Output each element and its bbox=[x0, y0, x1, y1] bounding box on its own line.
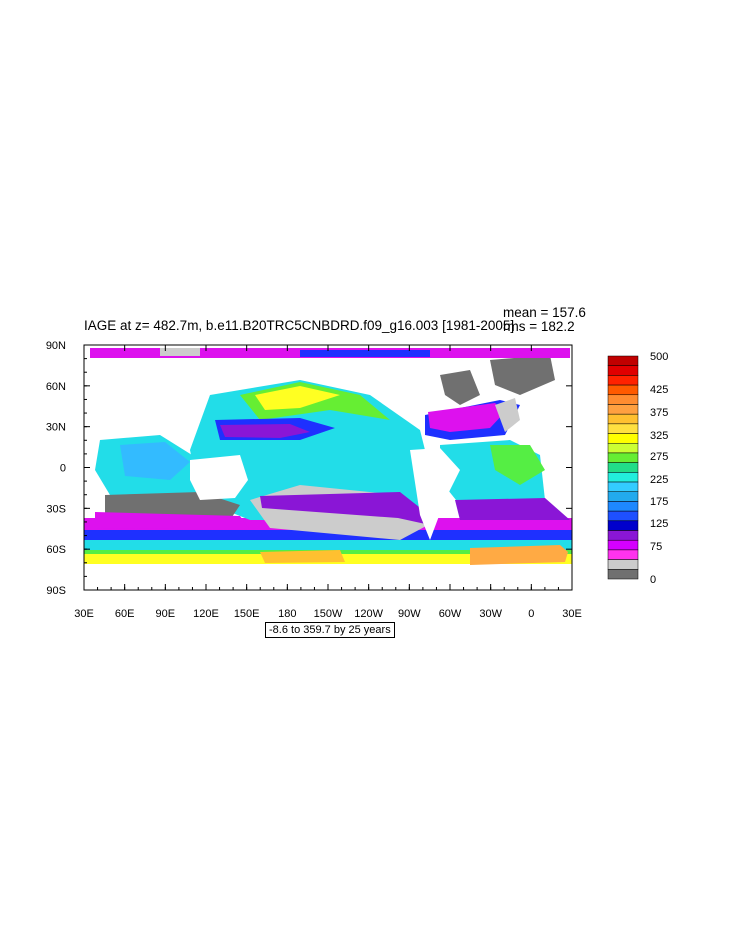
arctic-blue bbox=[300, 350, 430, 357]
atlantic-green bbox=[490, 445, 545, 485]
colorbar-label: 0 bbox=[650, 574, 656, 586]
so-blue-band bbox=[84, 530, 572, 540]
y-tick-label: 90N bbox=[46, 340, 66, 352]
colorbar-swatch bbox=[607, 443, 639, 454]
y-tick-label: 60N bbox=[46, 381, 66, 393]
colorbar-swatch bbox=[607, 394, 639, 405]
south-atlantic-purple bbox=[455, 498, 570, 520]
weddell-orange bbox=[470, 545, 568, 565]
so-cyan-band bbox=[84, 540, 572, 550]
colorbar-label: 175 bbox=[650, 496, 668, 508]
colorbar-swatch bbox=[607, 501, 639, 512]
colorbar-swatch bbox=[607, 520, 639, 531]
contour-range-note: -8.6 to 359.7 by 25 years bbox=[265, 622, 395, 638]
colorbar-label: 500 bbox=[650, 351, 668, 363]
antarctica-land bbox=[84, 565, 572, 590]
colorbar-label: 125 bbox=[650, 518, 668, 530]
colorbar-swatch bbox=[607, 481, 639, 492]
greenland-gray bbox=[490, 355, 555, 395]
north-pacific-yellow bbox=[255, 386, 340, 410]
colorbar-swatch bbox=[607, 413, 639, 425]
x-tick-label: 60E bbox=[115, 608, 135, 620]
x-tick-label: 90W bbox=[398, 608, 421, 620]
colorbar-swatch bbox=[607, 452, 639, 463]
x-axis: 30E 60E 90E 120E 150E 180 150W 120W 90W 60W 30W 0 30… bbox=[74, 345, 582, 620]
kuroshio-purple bbox=[220, 424, 310, 438]
y-axis: 90N 60N 30N 0 30S 60S 90S bbox=[46, 340, 572, 597]
x-tick-label: 90E bbox=[156, 608, 176, 620]
colorbar-swatch bbox=[607, 375, 639, 386]
australia-land bbox=[190, 455, 248, 500]
colorbar-swatch bbox=[607, 539, 639, 551]
colorbar-swatch bbox=[607, 423, 639, 434]
arctic-lightgray bbox=[160, 348, 200, 356]
x-tick-label: 150E bbox=[234, 608, 260, 620]
colorbar-label: 425 bbox=[650, 384, 668, 396]
north-atlantic-magenta bbox=[428, 403, 505, 432]
colorbar-label: 75 bbox=[650, 541, 662, 553]
ross-orange bbox=[260, 550, 345, 563]
colorbar-swatch bbox=[607, 549, 639, 560]
y-tick-label: 60S bbox=[46, 544, 66, 556]
x-tick-label: 30E bbox=[74, 608, 94, 620]
colorbar-swatch bbox=[607, 384, 639, 396]
y-tick-label: 0 bbox=[60, 463, 66, 475]
colorbar-swatch bbox=[607, 355, 639, 366]
colorbar-swatch bbox=[607, 472, 639, 483]
x-tick-label: 0 bbox=[528, 608, 534, 620]
x-tick-label: 120E bbox=[193, 608, 219, 620]
mean-value: mean = 157.6 bbox=[503, 305, 586, 320]
colorbar-label: 325 bbox=[650, 430, 668, 442]
x-tick-label: 150W bbox=[314, 608, 343, 620]
colorbar-swatch bbox=[607, 433, 639, 444]
north-atlantic-gray bbox=[495, 398, 520, 432]
y-tick-label: 30N bbox=[46, 422, 66, 434]
x-tick-label: 30E bbox=[562, 608, 582, 620]
map-field bbox=[83, 344, 573, 591]
x-tick-label: 60W bbox=[439, 608, 462, 620]
south-pacific-purple bbox=[260, 492, 430, 525]
colorbar: 500 425 375 325 275 225 175 125 75 0 bbox=[607, 351, 668, 586]
indian-skyblue bbox=[120, 442, 190, 480]
colorbar-label: 225 bbox=[650, 474, 668, 486]
colorbar-swatch bbox=[607, 404, 639, 415]
rms-value: rms = 182.2 bbox=[503, 319, 575, 334]
plot-title: IAGE at z= 482.7m, b.e11.B20TRC5CNBDRD.f… bbox=[84, 318, 515, 333]
y-tick-label: 30S bbox=[46, 503, 66, 515]
colorbar-swatch bbox=[607, 510, 639, 522]
x-tick-label: 120W bbox=[354, 608, 383, 620]
colorbar-label: 375 bbox=[650, 407, 668, 419]
stats-block: mean = 157.6 rms = 182.2 bbox=[503, 306, 586, 334]
colorbar-swatch bbox=[607, 559, 639, 570]
colorbar-label: 275 bbox=[650, 451, 668, 463]
x-tick-label: 30W bbox=[479, 608, 502, 620]
colorbar-swatch bbox=[607, 530, 639, 541]
arctic-gray bbox=[440, 370, 480, 405]
colorbar-swatch bbox=[607, 569, 639, 580]
colorbar-swatch bbox=[607, 365, 639, 376]
x-tick-label: 180 bbox=[278, 608, 296, 620]
colorbar-swatch bbox=[607, 462, 639, 473]
colorbar-swatch bbox=[607, 491, 639, 502]
indian-purple bbox=[95, 512, 250, 530]
y-tick-label: 90S bbox=[46, 585, 66, 597]
south-america-land bbox=[410, 448, 460, 540]
